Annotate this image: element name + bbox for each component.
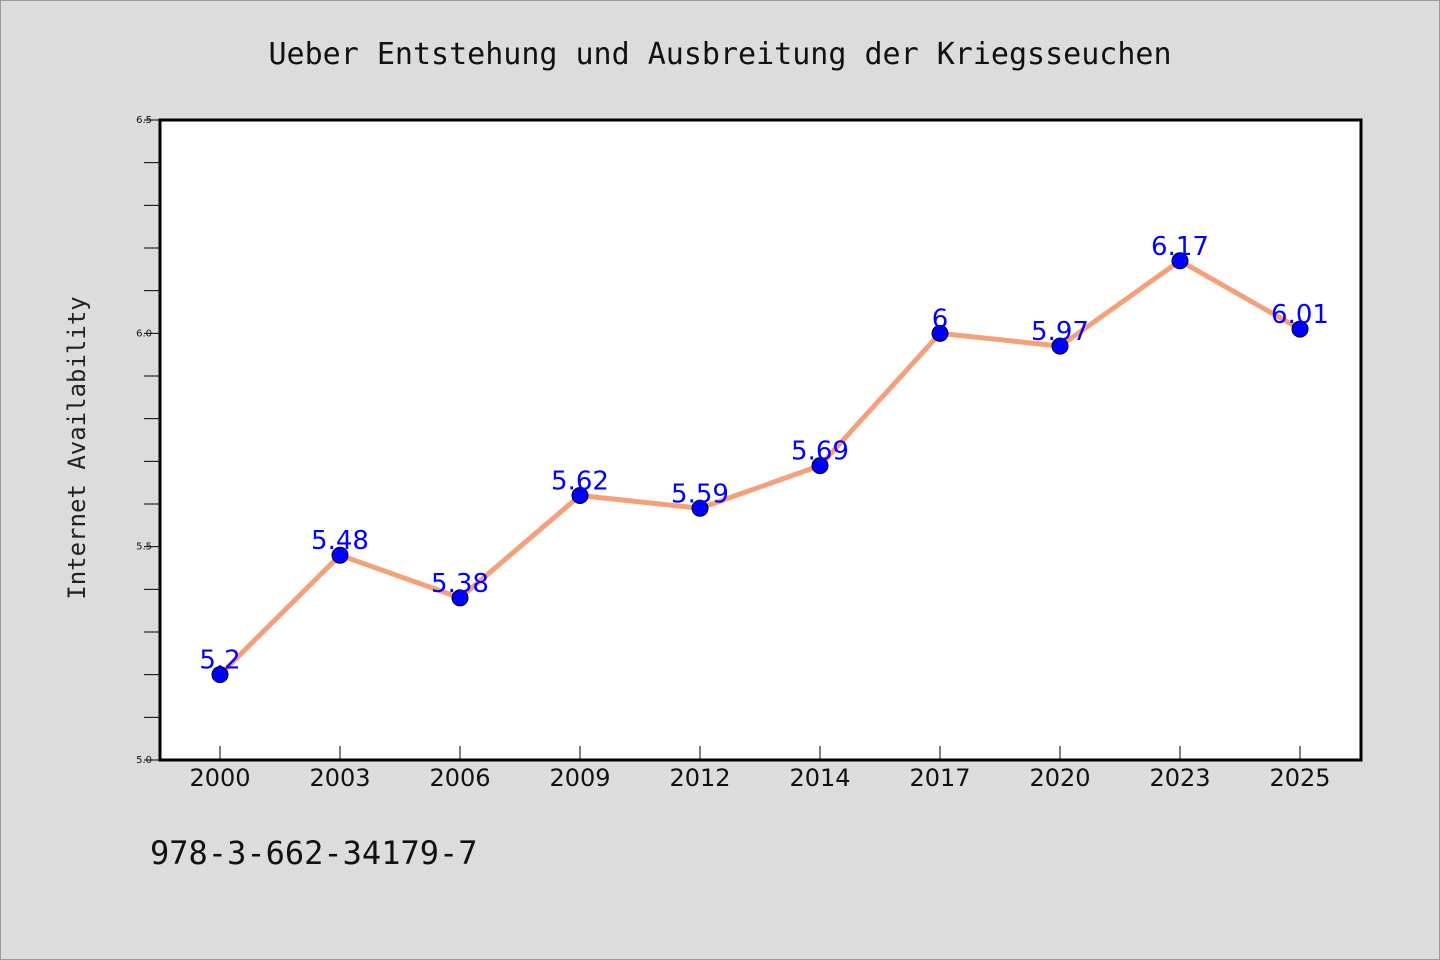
x-tick-label: 2017 bbox=[909, 764, 970, 792]
series-line bbox=[217, 258, 1303, 678]
data-labels: 5.2 5.48 5.38 5.62 5.59 5.69 6 5.97 6.17 6.01 bbox=[199, 232, 1329, 676]
data-point bbox=[931, 324, 949, 342]
x-tick-label: 2020 bbox=[1029, 764, 1090, 792]
series-line-group bbox=[217, 258, 1303, 678]
y-tick-label: 6.0 bbox=[136, 328, 152, 339]
data-point bbox=[571, 486, 589, 504]
data-label: 5.69 bbox=[791, 437, 849, 467]
data-point bbox=[331, 546, 349, 564]
x-tick-label: 2023 bbox=[1149, 764, 1210, 792]
axis-ticks: 5.0 5.5 6.0 6.5 2000 2003 2006 2009 2012 2014 2017… bbox=[136, 115, 1330, 792]
data-point bbox=[1291, 320, 1309, 338]
x-tick-label: 2000 bbox=[189, 764, 250, 792]
data-label: 6.01 bbox=[1271, 300, 1329, 330]
data-point bbox=[811, 457, 829, 475]
data-point bbox=[691, 499, 709, 517]
chart-title: Ueber Entstehung und Ausbreitung der Kri… bbox=[268, 37, 1171, 72]
x-tick-label: 2006 bbox=[429, 764, 490, 792]
x-tick-label: 2025 bbox=[1269, 764, 1330, 792]
data-point bbox=[211, 666, 229, 684]
data-label: 5.62 bbox=[551, 466, 609, 496]
data-label: 6.17 bbox=[1151, 232, 1209, 262]
isbn-text: 978-3-662-34179-7 bbox=[150, 834, 478, 872]
x-tick-label: 2003 bbox=[309, 764, 370, 792]
data-point bbox=[451, 589, 469, 607]
data-label: 6 bbox=[932, 304, 949, 334]
plot-area bbox=[160, 120, 1361, 760]
x-tick-label: 2014 bbox=[789, 764, 850, 792]
data-label: 5.38 bbox=[431, 569, 489, 599]
y-tick-label: 5.0 bbox=[136, 755, 152, 766]
data-label: 5.48 bbox=[311, 526, 369, 556]
y-tick-label: 6.5 bbox=[136, 115, 152, 126]
plot-border bbox=[158, 118, 1363, 762]
x-tick-label: 2012 bbox=[669, 764, 730, 792]
y-tick-label: 5.5 bbox=[136, 542, 152, 553]
y-axis-label: Internet Availability bbox=[63, 296, 91, 599]
data-point bbox=[1051, 337, 1069, 355]
data-label: 5.59 bbox=[671, 479, 729, 509]
data-label: 5.97 bbox=[1031, 317, 1089, 347]
data-label: 5.2 bbox=[199, 646, 240, 676]
markers bbox=[211, 252, 1309, 684]
data-point bbox=[1171, 252, 1189, 270]
x-tick-label: 2009 bbox=[549, 764, 610, 792]
